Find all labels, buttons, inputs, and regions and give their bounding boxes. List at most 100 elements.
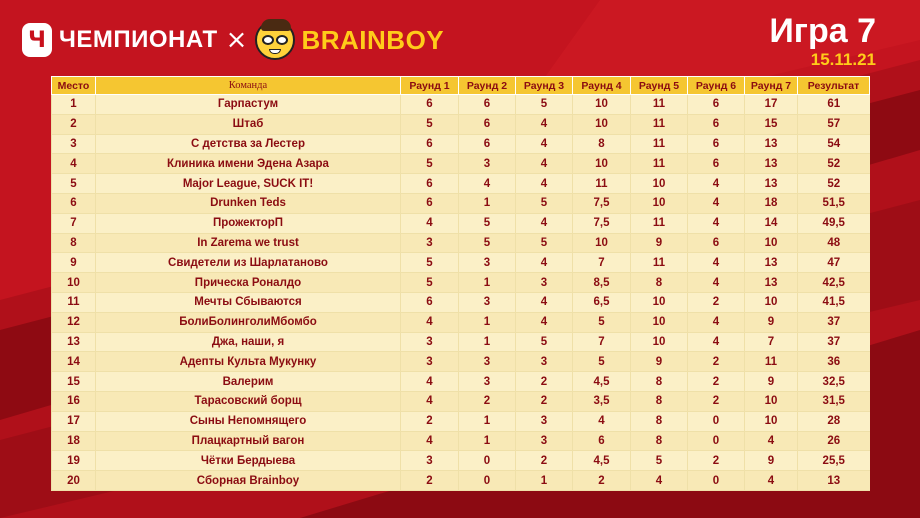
round1-cell: 3 <box>400 450 459 472</box>
place-cell: 6 <box>51 193 96 214</box>
round1-cell: 3 <box>400 332 459 353</box>
round1-cell: 6 <box>400 173 459 194</box>
round5-cell: 11 <box>630 252 688 274</box>
round2-cell: 3 <box>458 351 516 373</box>
result-cell: 42,5 <box>797 272 870 293</box>
place-cell: 7 <box>51 213 96 234</box>
team-cell: Major League, SUCK IT! <box>95 173 401 194</box>
round1-cell: 5 <box>400 153 459 175</box>
round3-cell: 2 <box>515 371 573 392</box>
round6-cell: 4 <box>687 252 745 274</box>
column-header: Раунд 2 <box>458 76 516 95</box>
place-cell: 15 <box>51 371 96 392</box>
round7-cell: 14 <box>744 213 798 234</box>
result-cell: 52 <box>797 173 870 194</box>
round6-cell: 0 <box>687 411 745 432</box>
round4-cell: 4,5 <box>572 450 631 472</box>
result-cell: 52 <box>797 153 870 175</box>
table-row: 20 Сборная Brainboy 2 0 1 2 4 0 4 13 <box>51 470 870 491</box>
round1-cell: 4 <box>400 312 459 333</box>
game-title: Игра 7 <box>769 12 876 50</box>
round6-cell: 6 <box>687 233 745 254</box>
game-date: 15.11.21 <box>810 50 876 69</box>
round7-cell: 18 <box>744 193 798 214</box>
result-cell: 13 <box>797 470 870 491</box>
round3-cell: 5 <box>515 94 573 115</box>
round6-cell: 4 <box>687 193 745 214</box>
place-cell: 3 <box>51 134 96 155</box>
round5-cell: 4 <box>630 470 688 491</box>
result-cell: 25,5 <box>797 450 870 472</box>
round2-cell: 3 <box>458 371 516 392</box>
round4-cell: 11 <box>572 173 631 194</box>
round5-cell: 11 <box>630 213 688 234</box>
round3-cell: 3 <box>515 351 573 373</box>
result-cell: 51,5 <box>797 193 870 214</box>
round2-cell: 3 <box>458 292 516 313</box>
team-cell: Чётки Бердыева <box>95 450 401 472</box>
table-header-row: Место Команда Раунд 1 Раунд 2 Раунд 3 Раунд 4… <box>51 76 870 95</box>
round6-cell: 6 <box>687 153 745 175</box>
place-cell: 5 <box>51 173 96 194</box>
round4-cell: 7,5 <box>572 193 631 214</box>
table-row: 13 Джа, наши, я 3 1 5 7 10 4 7 37 <box>51 332 870 353</box>
result-cell: 54 <box>797 134 870 155</box>
round6-cell: 4 <box>687 312 745 333</box>
place-cell: 10 <box>51 272 96 293</box>
round7-cell: 10 <box>744 391 798 412</box>
team-cell: Мечты Сбываются <box>95 292 401 313</box>
team-cell: С детства за Лестер <box>95 134 401 155</box>
round3-cell: 4 <box>515 312 573 333</box>
table-row: 16 Тарасовский борщ 4 2 2 3,5 8 2 10 31,5 <box>51 391 870 412</box>
place-cell: 16 <box>51 391 96 412</box>
team-cell: Сыны Непомнящего <box>95 411 401 432</box>
column-header: Раунд 3 <box>515 76 573 95</box>
championat-logo-icon: Ч <box>22 23 52 57</box>
table-row: 8 In Zarema we trust 3 5 5 10 9 6 10 48 <box>51 233 870 254</box>
round4-cell: 4 <box>572 411 631 432</box>
round3-cell: 4 <box>515 114 573 135</box>
round1-cell: 5 <box>400 114 459 135</box>
round4-cell: 6,5 <box>572 292 631 313</box>
round2-cell: 6 <box>458 94 516 115</box>
place-cell: 1 <box>51 94 96 115</box>
column-header: Раунд 4 <box>572 76 631 95</box>
team-cell: Гарпастум <box>95 94 401 115</box>
table-row: 12 БолиБолинголиМбомбо 4 1 4 5 10 4 9 37 <box>51 312 870 333</box>
brand-logos: Ч ЧЕМПИОНАТ × BRAINBOY <box>22 19 444 60</box>
round4-cell: 10 <box>572 94 631 115</box>
round3-cell: 2 <box>515 450 573 472</box>
round5-cell: 8 <box>630 371 688 392</box>
round1-cell: 5 <box>400 272 459 293</box>
place-cell: 12 <box>51 312 96 333</box>
round2-cell: 1 <box>458 411 516 432</box>
team-cell: Свидетели из Шарлатаново <box>95 252 401 274</box>
round4-cell: 4,5 <box>572 371 631 392</box>
round5-cell: 8 <box>630 391 688 412</box>
round3-cell: 4 <box>515 173 573 194</box>
result-cell: 47 <box>797 252 870 274</box>
team-cell: Валерим <box>95 371 401 392</box>
brainboy-mascot-icon <box>255 19 296 60</box>
round4-cell: 6 <box>572 431 631 452</box>
round5-cell: 10 <box>630 312 688 333</box>
round2-cell: 3 <box>458 252 516 274</box>
table-row: 4 Клиника имени Эдена Азара 5 3 4 10 11 6 13 52 <box>51 153 870 175</box>
round7-cell: 9 <box>744 450 798 472</box>
round2-cell: 1 <box>458 193 516 214</box>
round7-cell: 17 <box>744 94 798 115</box>
round2-cell: 4 <box>458 173 516 194</box>
team-cell: Тарасовский борщ <box>95 391 401 412</box>
round1-cell: 5 <box>400 252 459 274</box>
round1-cell: 6 <box>400 193 459 214</box>
round4-cell: 3,5 <box>572 391 631 412</box>
round6-cell: 4 <box>687 213 745 234</box>
team-cell: Джа, наши, я <box>95 332 401 353</box>
round6-cell: 0 <box>687 431 745 452</box>
team-cell: Штаб <box>95 114 401 135</box>
round7-cell: 10 <box>744 411 798 432</box>
round3-cell: 3 <box>515 431 573 452</box>
round5-cell: 5 <box>630 450 688 472</box>
column-header: Команда <box>95 76 401 95</box>
round5-cell: 11 <box>630 94 688 115</box>
